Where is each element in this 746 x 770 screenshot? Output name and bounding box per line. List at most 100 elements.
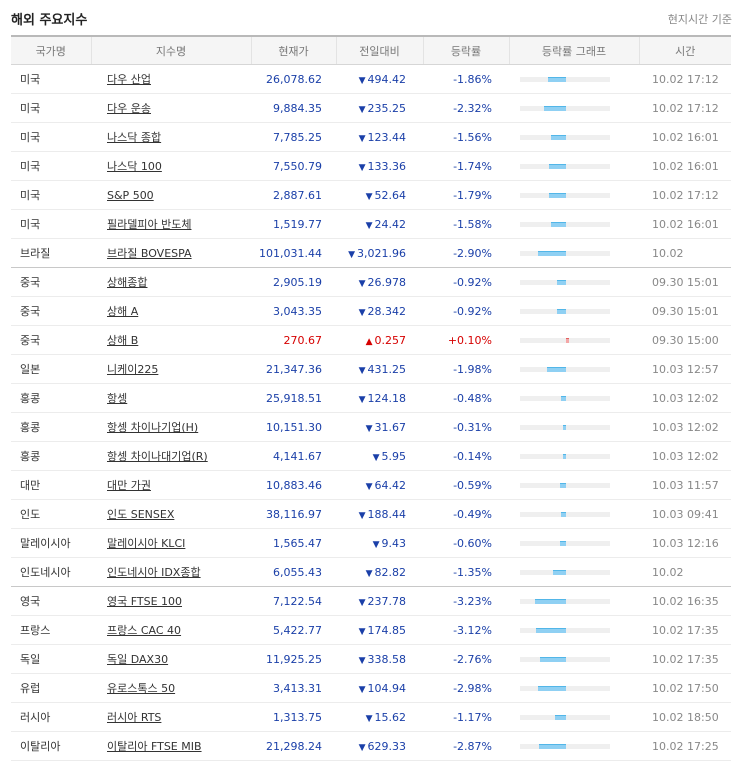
price-cell: 2,887.61: [251, 180, 336, 210]
time-cell: 10.02 17:35: [639, 644, 731, 674]
change-value: 9.43: [381, 536, 407, 550]
rate-graph-track: [520, 540, 610, 546]
rate-cell: -3.12%: [423, 615, 509, 645]
index-name-link[interactable]: 다우 산업: [107, 73, 151, 86]
country-cell: 중국: [11, 296, 91, 326]
rate-cell: -1.58%: [423, 209, 509, 239]
change-value: 15.62: [374, 710, 407, 724]
price-cell: 270.67: [251, 325, 336, 355]
table-row: 중국 상해 A 3,043.35 ▼ 28.342 -0.92% 09.30 15:01: [11, 296, 731, 326]
country-cell: 미국: [11, 151, 91, 181]
index-name-link[interactable]: 항셍 차이나기업(H): [107, 421, 199, 434]
rate-graph-bar: [539, 656, 566, 662]
country-cell: 유럽: [11, 673, 91, 703]
down-triangle-icon: ▼: [358, 278, 366, 289]
time-cell: 10.02 17:25: [639, 731, 731, 761]
index-name-link[interactable]: 항셍: [107, 392, 128, 405]
index-name-link[interactable]: 러시아 RTS: [107, 711, 162, 724]
rate-cell: -1.35%: [423, 557, 509, 587]
index-name-link[interactable]: 나스닥 종합: [107, 131, 162, 144]
price-cell: 38,116.97: [251, 499, 336, 529]
rate-graph-bar: [548, 76, 566, 82]
rate-graph-bar: [535, 598, 566, 604]
table-row: 홍콩 항셍 25,918.51 ▼ 124.18 -0.48% 10.03 12:02: [11, 383, 731, 413]
rate-graph-bar: [548, 192, 566, 198]
index-name-link[interactable]: 말레이시아 KLCI: [107, 537, 186, 550]
index-name-link[interactable]: S&P 500: [107, 188, 154, 202]
change-value: 5.95: [381, 449, 407, 463]
rate-graph-bar: [561, 511, 566, 517]
table-header-row: 국가명 지수명 현재가 전일대비 등락률 등락률 그래프 시간: [11, 36, 731, 65]
rate-graph-bar: [566, 337, 569, 343]
index-name-link[interactable]: 브라질 BOVESPA: [107, 247, 192, 260]
change-value: 174.85: [367, 623, 407, 637]
time-cell: 10.02 17:12: [639, 64, 731, 94]
time-cell: 10.02: [639, 238, 731, 268]
rate-graph-bar: [536, 627, 566, 633]
index-name-link[interactable]: 나스닥 100: [107, 160, 162, 173]
change-cell: ▼ 123.44: [336, 122, 423, 152]
change-cell: ▼ 3,021.96: [336, 238, 423, 268]
rate-graph-track: [520, 250, 610, 256]
table-row: 러시아 러시아 RTS 1,313.75 ▼ 15.62 -1.17% 10.02 18:5…: [11, 702, 731, 732]
time-cell: 10.02 18:50: [639, 702, 731, 732]
down-triangle-icon: ▼: [365, 220, 373, 231]
time-cell: 10.02 17:35: [639, 615, 731, 645]
country-cell: 홍콩: [11, 412, 91, 442]
rate-graph-bar: [538, 250, 566, 256]
rate-cell: -1.86%: [423, 64, 509, 94]
time-cell: 09.30 15:01: [639, 296, 731, 326]
rate-cell: -3.23%: [423, 586, 509, 616]
index-name-link[interactable]: 상해 A: [107, 305, 139, 318]
down-triangle-icon: ▼: [358, 365, 366, 376]
index-name-link[interactable]: 프랑스 CAC 40: [107, 624, 182, 637]
index-name-link[interactable]: 대만 가권: [107, 479, 151, 492]
time-cell: 10.03 12:02: [639, 441, 731, 471]
change-value: 629.33: [367, 739, 407, 753]
rate-graph-track: [520, 134, 610, 140]
change-cell: ▼ 629.33: [336, 731, 423, 761]
rate-graph-cell: [509, 557, 639, 587]
time-cell: 10.03 12:16: [639, 528, 731, 558]
price-cell: 3,043.35: [251, 296, 336, 326]
index-name-link[interactable]: 상해 B: [107, 334, 139, 347]
time-cell: 10.02 16:35: [639, 586, 731, 616]
down-triangle-icon: ▼: [372, 452, 380, 463]
index-name-cell: 항셍: [91, 383, 251, 413]
column-header-rate: 등락률: [422, 36, 509, 65]
index-name-link[interactable]: 영국 FTSE 100: [107, 595, 183, 608]
country-cell: 미국: [11, 209, 91, 239]
index-name-link[interactable]: 항셍 차이나대기업(R): [107, 450, 208, 463]
change-value: 124.18: [367, 391, 407, 405]
table-row: 미국 필라델피아 반도체 1,519.77 ▼ 24.42 -1.58% 10.02 16:…: [11, 209, 731, 239]
rate-graph-track: [520, 308, 610, 314]
rate-graph-cell: [509, 354, 639, 384]
price-cell: 101,031.44: [251, 238, 336, 268]
index-name-link[interactable]: 다우 운송: [107, 102, 151, 115]
index-name-cell: 다우 운송: [91, 93, 251, 123]
index-name-link[interactable]: 필라델피아 반도체: [107, 218, 192, 231]
table-row: 미국 다우 산업 26,078.62 ▼ 494.42 -1.86% 10.02 17:12: [11, 64, 731, 94]
change-cell: ▼ 64.42: [336, 470, 423, 500]
index-name-link[interactable]: 인도네시아 IDX종합: [107, 566, 201, 579]
country-cell: 영국: [11, 586, 91, 616]
rate-graph-bar: [550, 221, 566, 227]
change-cell: ▼ 338.58: [336, 644, 423, 674]
column-header-rate-graph: 등락률 그래프: [508, 36, 639, 65]
index-name-cell: 영국 FTSE 100: [91, 586, 251, 616]
change-cell: ▼ 5.95: [336, 441, 423, 471]
index-name-link[interactable]: 유로스톡스 50: [107, 682, 176, 695]
index-name-link[interactable]: 이탈리아 FTSE MIB: [107, 740, 202, 753]
price-cell: 10,151.30: [251, 412, 336, 442]
rate-graph-bar: [557, 308, 566, 314]
rate-graph-cell: [509, 702, 639, 732]
table-body: 미국 다우 산업 26,078.62 ▼ 494.42 -1.86% 10.02 17:12…: [11, 64, 731, 761]
index-name-link[interactable]: 상해종합: [107, 276, 148, 289]
index-name-link[interactable]: 독일 DAX30: [107, 653, 169, 666]
change-cell: ▼ 133.36: [336, 151, 423, 181]
rate-graph-track: [520, 395, 610, 401]
table-row: 홍콩 항셍 차이나기업(H) 10,151.30 ▼ 31.67 -0.31% 10.03 …: [11, 412, 731, 442]
index-name-link[interactable]: 니케이225: [107, 363, 159, 376]
change-cell: ▼ 235.25: [336, 93, 423, 123]
index-name-link[interactable]: 인도 SENSEX: [107, 508, 175, 521]
